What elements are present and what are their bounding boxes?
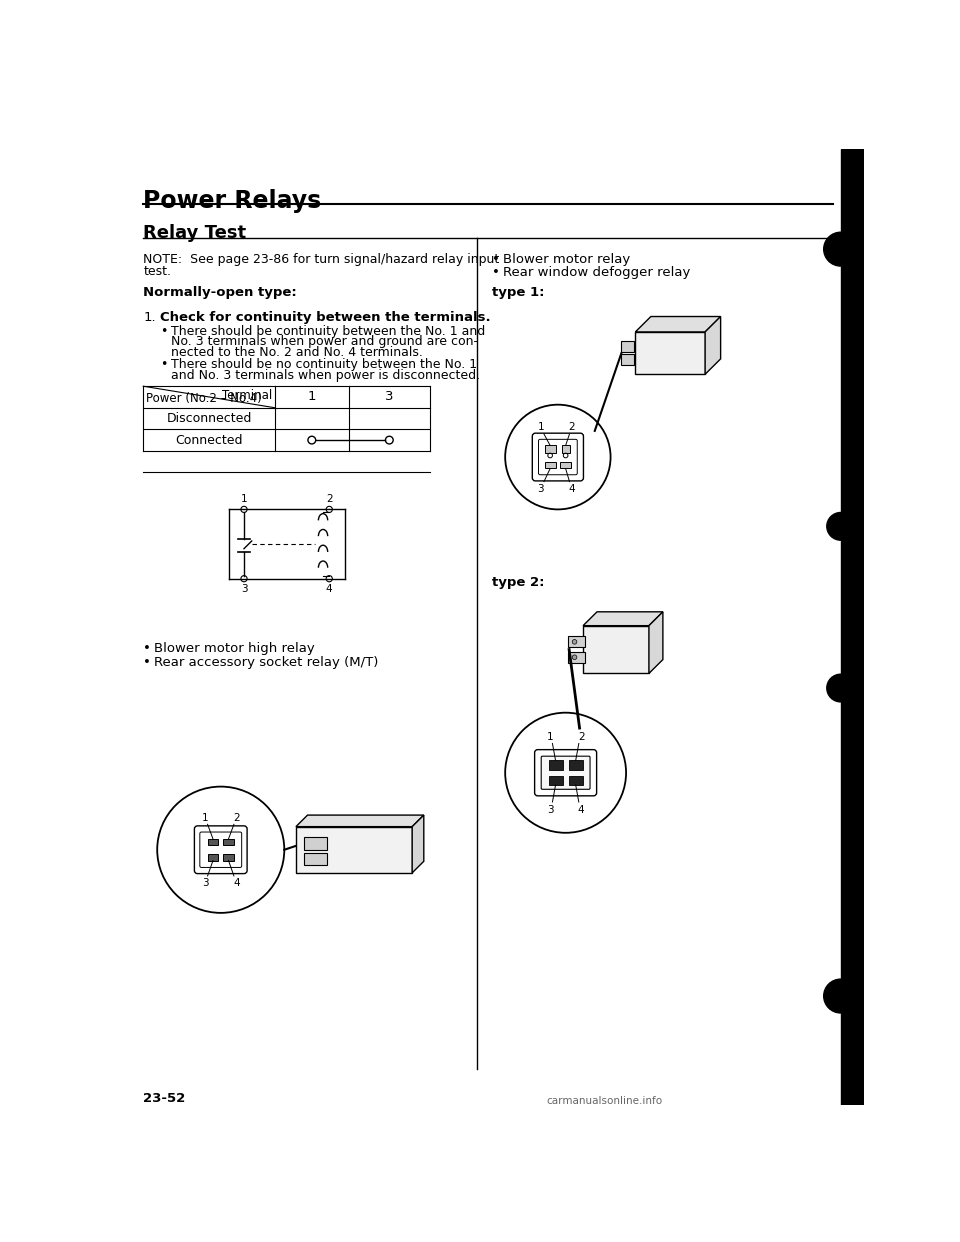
Polygon shape: [583, 612, 663, 626]
Text: Power Relays: Power Relays: [143, 189, 322, 214]
Polygon shape: [621, 354, 634, 365]
Text: NOTE:  See page 23-86 for turn signal/hazard relay input: NOTE: See page 23-86 for turn signal/haz…: [143, 253, 499, 266]
Circle shape: [572, 655, 577, 660]
Text: 3: 3: [538, 484, 544, 494]
Circle shape: [572, 640, 577, 645]
Text: 1: 1: [307, 390, 316, 404]
Polygon shape: [706, 317, 721, 374]
Text: •: •: [160, 324, 168, 338]
Bar: [223, 854, 234, 861]
Text: •: •: [492, 253, 500, 266]
Circle shape: [827, 674, 854, 702]
Text: 1: 1: [547, 732, 553, 741]
Text: Blower motor relay: Blower motor relay: [503, 253, 630, 266]
Text: Connected: Connected: [176, 433, 243, 447]
Text: Rear window defogger relay: Rear window defogger relay: [503, 266, 690, 279]
Text: 1: 1: [538, 422, 544, 432]
Circle shape: [824, 232, 858, 266]
Text: •: •: [143, 656, 151, 668]
Bar: [296, 827, 412, 873]
Text: 23-52: 23-52: [143, 1092, 185, 1105]
Circle shape: [824, 979, 858, 1013]
Text: Check for continuity between the terminals.: Check for continuity between the termina…: [160, 310, 491, 324]
Text: test.: test.: [143, 266, 171, 278]
Text: 4: 4: [233, 878, 240, 888]
Polygon shape: [621, 342, 634, 353]
Text: There should be continuity between the No. 1 and: There should be continuity between the N…: [171, 324, 486, 338]
Text: Power (No.2 – No.4): Power (No.2 – No.4): [146, 392, 262, 405]
Polygon shape: [296, 815, 423, 827]
Bar: [568, 776, 583, 785]
Text: No. 3 terminals when power and ground are con-: No. 3 terminals when power and ground ar…: [171, 335, 478, 348]
Circle shape: [827, 513, 854, 540]
Bar: [841, 149, 864, 1105]
Bar: [567, 636, 585, 647]
Text: 2: 2: [233, 812, 240, 822]
Text: and No. 3 terminals when power is disconnected.: and No. 3 terminals when power is discon…: [171, 369, 480, 383]
Text: 1: 1: [241, 494, 248, 504]
Text: type 1:: type 1:: [492, 286, 544, 299]
Text: Blower motor high relay: Blower motor high relay: [155, 642, 315, 655]
Polygon shape: [636, 317, 721, 332]
Bar: [544, 446, 556, 453]
Text: nected to the No. 2 and No. 4 terminals.: nected to the No. 2 and No. 4 terminals.: [171, 347, 423, 359]
Text: type 2:: type 2:: [492, 576, 544, 590]
Bar: [636, 332, 706, 374]
Polygon shape: [649, 612, 663, 673]
Text: 3: 3: [202, 878, 208, 888]
Text: 4: 4: [568, 484, 575, 494]
FancyBboxPatch shape: [541, 756, 590, 790]
Text: 3: 3: [241, 584, 248, 594]
Text: There should be no continuity between the No. 1: There should be no continuity between th…: [171, 359, 477, 371]
Bar: [223, 838, 234, 845]
Text: 4: 4: [578, 805, 585, 815]
Text: 2: 2: [578, 732, 585, 741]
Text: 3: 3: [547, 805, 553, 815]
Bar: [548, 776, 563, 785]
Bar: [583, 626, 649, 673]
Text: 4: 4: [326, 584, 332, 594]
Bar: [562, 446, 569, 453]
Text: Normally-open type:: Normally-open type:: [143, 286, 297, 299]
Text: Terminal: Terminal: [222, 389, 272, 401]
Bar: [207, 838, 219, 845]
Text: Rear accessory socket relay (M/T): Rear accessory socket relay (M/T): [155, 656, 378, 668]
Text: Relay Test: Relay Test: [143, 225, 247, 242]
Text: 2: 2: [568, 422, 575, 432]
Bar: [568, 760, 583, 770]
Bar: [303, 853, 327, 866]
Bar: [567, 652, 585, 663]
Text: 1.: 1.: [143, 310, 156, 324]
Bar: [207, 854, 219, 861]
Text: •: •: [160, 359, 168, 371]
Text: •: •: [492, 266, 500, 279]
Bar: [544, 462, 556, 468]
Bar: [303, 837, 327, 850]
Text: carmanualsonline.info: carmanualsonline.info: [546, 1097, 662, 1107]
Polygon shape: [412, 815, 423, 873]
Bar: [548, 760, 563, 770]
Text: 1: 1: [202, 812, 208, 822]
Text: 2: 2: [326, 494, 332, 504]
Text: 3: 3: [385, 390, 394, 404]
Text: Disconnected: Disconnected: [166, 412, 252, 425]
Text: •: •: [143, 642, 151, 655]
Bar: [561, 462, 571, 468]
